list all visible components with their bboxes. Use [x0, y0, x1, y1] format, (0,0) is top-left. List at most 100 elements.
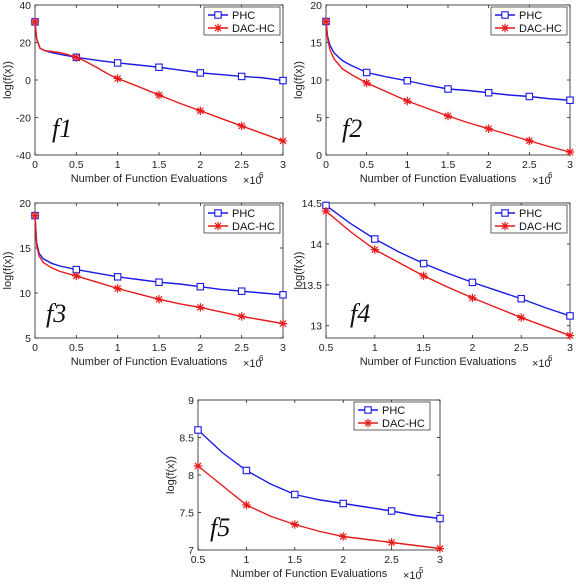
data-point-phc	[196, 69, 205, 77]
data-point-phc	[155, 63, 163, 72]
y-tick-label: 15	[19, 243, 31, 255]
legend-marker-dac-hc	[500, 221, 510, 231]
data-point-dac-hc	[290, 520, 299, 529]
x-axis-label: Number of Function Evaluations	[231, 568, 388, 580]
data-point-phc	[419, 259, 428, 268]
series-line-phc	[325, 204, 571, 317]
x-tick-label: 1	[372, 342, 378, 354]
x-tick-label: 1.5	[152, 342, 167, 354]
data-point-phc	[468, 278, 477, 287]
y-tick-label: 20	[19, 38, 31, 50]
y-tick-label: 20	[310, 0, 322, 12]
x-tick-label: 2	[197, 342, 203, 354]
data-point-dac-hc	[237, 312, 246, 321]
x-axis-exponent-power: 6	[259, 171, 264, 180]
y-tick-label: 14.5	[302, 198, 323, 210]
y-tick-label: 14	[310, 239, 322, 251]
legend-marker-phc	[364, 406, 372, 414]
data-point-phc	[242, 466, 251, 475]
x-tick-label: 2.5	[234, 159, 249, 171]
data-point-phc	[237, 287, 246, 295]
x-tick-label: 0	[32, 159, 38, 171]
x-tick-label: 1	[243, 554, 249, 566]
y-tick-label: 13.5	[302, 280, 323, 292]
x-axis-exponent: ×10	[403, 570, 422, 582]
x-tick-label: 2	[486, 159, 492, 171]
data-point-dac-hc	[196, 303, 205, 312]
y-tick-label: 15	[310, 38, 322, 50]
x-tick-label: 1	[404, 159, 410, 171]
chart-panel-f3: 0 0.5 1 1.5 2 2.5 3 5 10 15 20 Number of Function E…	[2, 198, 288, 370]
y-axis-label: log(f(x))	[165, 456, 177, 494]
data-point-dac-hc	[443, 111, 453, 121]
x-tick-label: 1	[115, 342, 121, 354]
data-point-dac-hc	[242, 500, 251, 510]
x-tick-label: 3	[280, 342, 286, 354]
x-axis-exponent-power: 6	[548, 171, 553, 180]
data-point-dac-hc	[237, 121, 246, 131]
x-tick-label: 1.5	[152, 159, 167, 171]
data-point-dac-hc	[370, 245, 379, 254]
data-point-phc	[113, 273, 122, 281]
data-point-dac-hc	[30, 17, 40, 27]
legend-label: DAC-HC	[232, 221, 275, 233]
x-tick-label: 1.5	[416, 342, 431, 354]
data-point-phc	[113, 59, 122, 67]
data-point-phc	[517, 294, 525, 303]
data-point-phc	[194, 426, 202, 434]
data-point-dac-hc	[387, 538, 396, 547]
legend-label: DAC-HC	[232, 23, 275, 35]
y-tick-label: 7.5	[179, 508, 194, 520]
data-point-phc	[155, 278, 163, 286]
x-tick-label: 2.5	[514, 342, 529, 354]
x-tick-label: 2.5	[234, 342, 249, 354]
data-point-dac-hc	[435, 544, 445, 553]
y-axis-label: log(f(x))	[2, 252, 14, 290]
plot-frame	[325, 202, 571, 339]
x-tick-label: 2.5	[384, 554, 399, 566]
x-tick-label: 0.5	[319, 342, 334, 354]
y-tick-label: 0	[316, 150, 322, 162]
y-tick-label: 8	[188, 470, 194, 482]
data-point-phc	[387, 507, 396, 515]
x-axis-exponent: ×10	[243, 175, 262, 187]
data-point-dac-hc	[278, 319, 288, 328]
y-axis-label: log(f(x))	[293, 252, 305, 290]
x-tick-label: 0.5	[359, 159, 374, 171]
data-point-dac-hc	[154, 295, 164, 304]
x-tick-label: 1.5	[441, 159, 456, 171]
y-tick-label: 10	[19, 288, 31, 300]
data-point-phc	[566, 96, 574, 105]
legend-label: PHC	[519, 10, 542, 22]
data-point-phc	[291, 490, 299, 499]
y-tick-label: -40	[16, 150, 31, 162]
legend-label: DAC-HC	[519, 221, 562, 233]
data-point-dac-hc	[113, 284, 122, 293]
data-point-dac-hc	[30, 211, 40, 220]
panel-label: f2	[342, 114, 362, 143]
legend-marker-dac-hc	[500, 23, 510, 33]
panel-label: f5	[210, 513, 230, 542]
legend-label: PHC	[382, 405, 405, 417]
series-line-dac-hc	[197, 465, 441, 550]
x-tick-label: 1	[115, 159, 121, 171]
series-line-dac-hc	[34, 21, 284, 142]
series-line-dac-hc	[325, 210, 571, 337]
data-point-dac-hc	[321, 17, 331, 26]
data-point-dac-hc	[196, 106, 205, 115]
data-point-dac-hc	[154, 90, 164, 100]
x-tick-label: 0	[323, 159, 329, 171]
data-point-phc	[444, 85, 452, 93]
data-point-dac-hc	[565, 331, 575, 340]
legend-label: DAC-HC	[519, 23, 562, 35]
series-line-phc	[197, 429, 441, 520]
x-tick-label: 2.5	[522, 159, 537, 171]
data-point-phc	[525, 92, 534, 101]
data-point-dac-hc	[72, 271, 81, 281]
legend-marker-dac-hc	[363, 418, 373, 428]
legend-label: PHC	[232, 208, 255, 220]
y-tick-label: 10	[310, 75, 322, 87]
